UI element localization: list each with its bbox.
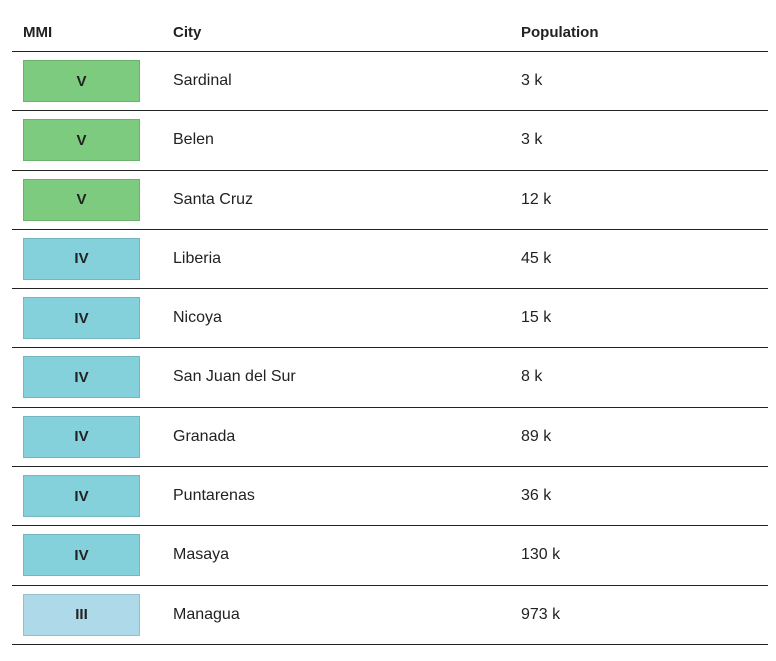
table-row: IV San Juan del Sur 8 k <box>12 348 768 408</box>
city-cell: Granada <box>173 427 236 445</box>
population-cell: 45 k <box>521 249 552 267</box>
population-cell: 15 k <box>521 309 552 327</box>
table-row: V Belen 3 k <box>12 111 768 171</box>
mmi-badge: V <box>23 119 140 162</box>
header-cell: Population <box>521 24 599 41</box>
city-cell: Nicoya <box>173 309 222 327</box>
table-row: V Santa Cruz 12 k <box>12 171 768 230</box>
mmi-badge: III <box>23 593 140 636</box>
table-row: IV Liberia 45 k <box>12 230 768 290</box>
city-cell: Masaya <box>173 546 230 564</box>
table-row: IV Nicoya 15 k <box>12 289 768 349</box>
population-cell: 12 k <box>521 190 552 208</box>
header-cell: MMI <box>23 24 53 41</box>
population-cell: 3 k <box>521 131 543 149</box>
table: MMI City Population V Sardinal 3 k V Belen 3 … <box>12 0 768 645</box>
population-cell: 3 k <box>521 72 543 89</box>
table-header: MMI City Population <box>12 0 768 52</box>
population-cell: 8 k <box>521 368 543 386</box>
city-cell: Managua <box>173 605 240 623</box>
city-cell: Belen <box>173 131 214 149</box>
city-cell: Liberia <box>173 249 222 267</box>
mmi-badge: IV <box>23 534 140 577</box>
city-cell: Santa Cruz <box>173 190 254 208</box>
table-row: IV Masaya 130 k <box>12 526 768 586</box>
mmi-badge: IV <box>23 237 140 280</box>
mmi-badge: V <box>23 60 140 102</box>
table-row: IV Puntarenas 36 k <box>12 467 768 527</box>
population-cell: 130 k <box>521 546 561 564</box>
mmi-badge: IV <box>23 415 140 458</box>
table-row: III Managua 973 k <box>12 586 768 645</box>
table-row: IV Granada 89 k <box>12 408 768 468</box>
population-cell: 973 k <box>521 605 561 623</box>
population-cell: 89 k <box>521 427 552 445</box>
mmi-badge: V <box>23 178 140 221</box>
mmi-badge: IV <box>23 356 140 399</box>
city-cell: Puntarenas <box>173 487 255 505</box>
mmi-badge: IV <box>23 297 140 340</box>
table-row: V Sardinal 3 k <box>12 52 768 112</box>
population-cell: 36 k <box>521 487 552 505</box>
mmi-badge: IV <box>23 475 140 518</box>
header-cell: City <box>173 24 202 41</box>
city-cell: San Juan del Sur <box>173 368 296 386</box>
city-cell: Sardinal <box>173 72 232 89</box>
